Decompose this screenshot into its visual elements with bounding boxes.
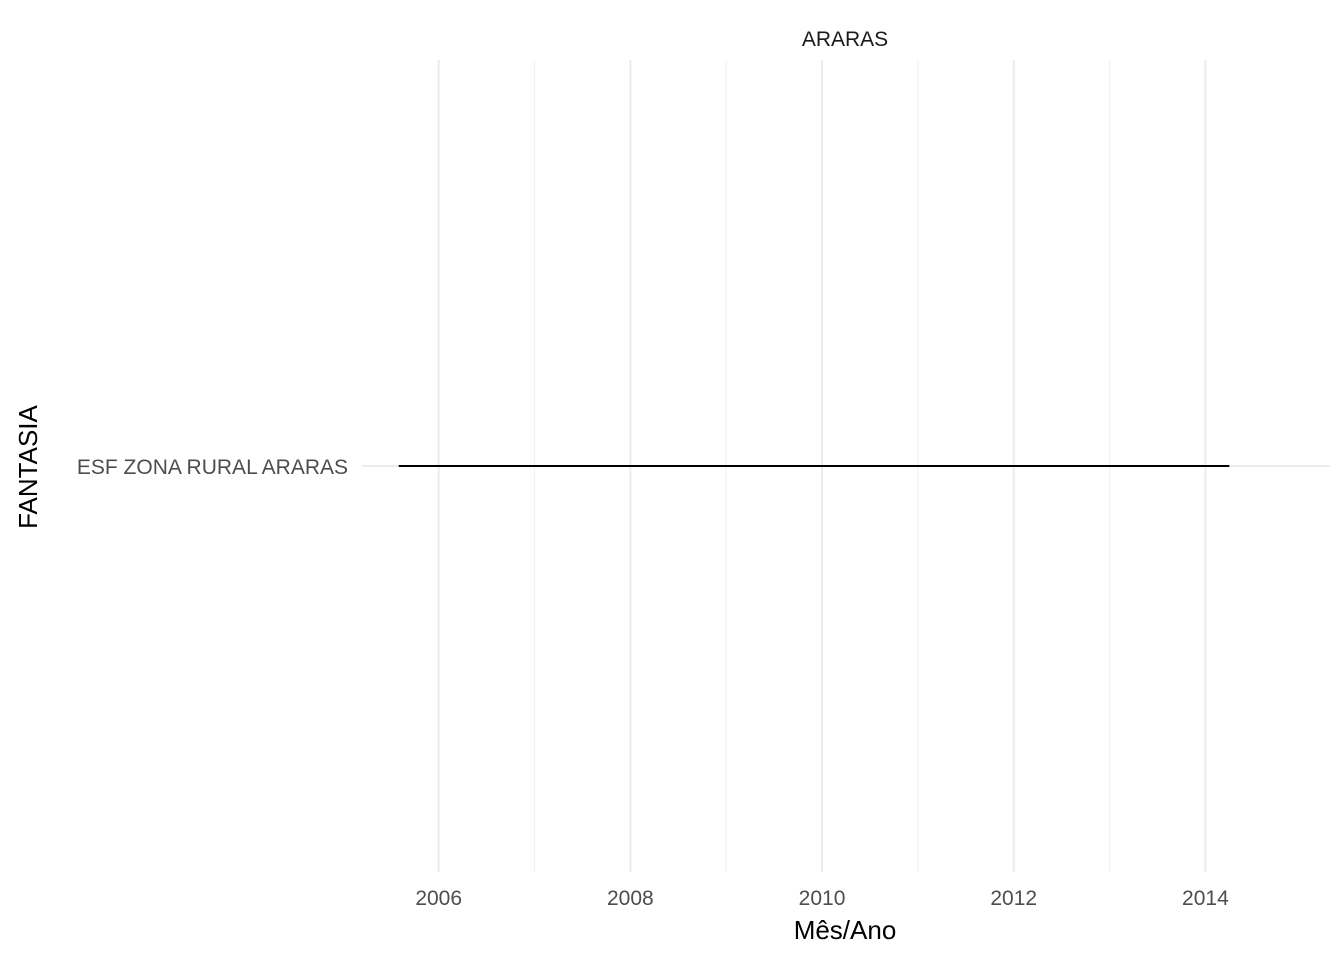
x-axis-title: Mês/Ano (794, 915, 897, 945)
x-tick-label: 2008 (607, 887, 654, 910)
facet-title: ARARAS (802, 28, 888, 51)
x-tick-label: 2014 (1182, 887, 1229, 910)
x-axis-ticks: 2006 2008 2010 2012 2014 (415, 887, 1229, 910)
y-axis-ticks: ESF ZONA RURAL ARARAS (77, 456, 348, 479)
x-tick-label: 2012 (990, 887, 1037, 910)
x-tick-label: 2010 (799, 887, 846, 910)
x-tick-label: 2006 (415, 887, 462, 910)
y-axis-title: FANTASIA (13, 404, 43, 528)
y-tick-label: ESF ZONA RURAL ARARAS (77, 456, 348, 479)
